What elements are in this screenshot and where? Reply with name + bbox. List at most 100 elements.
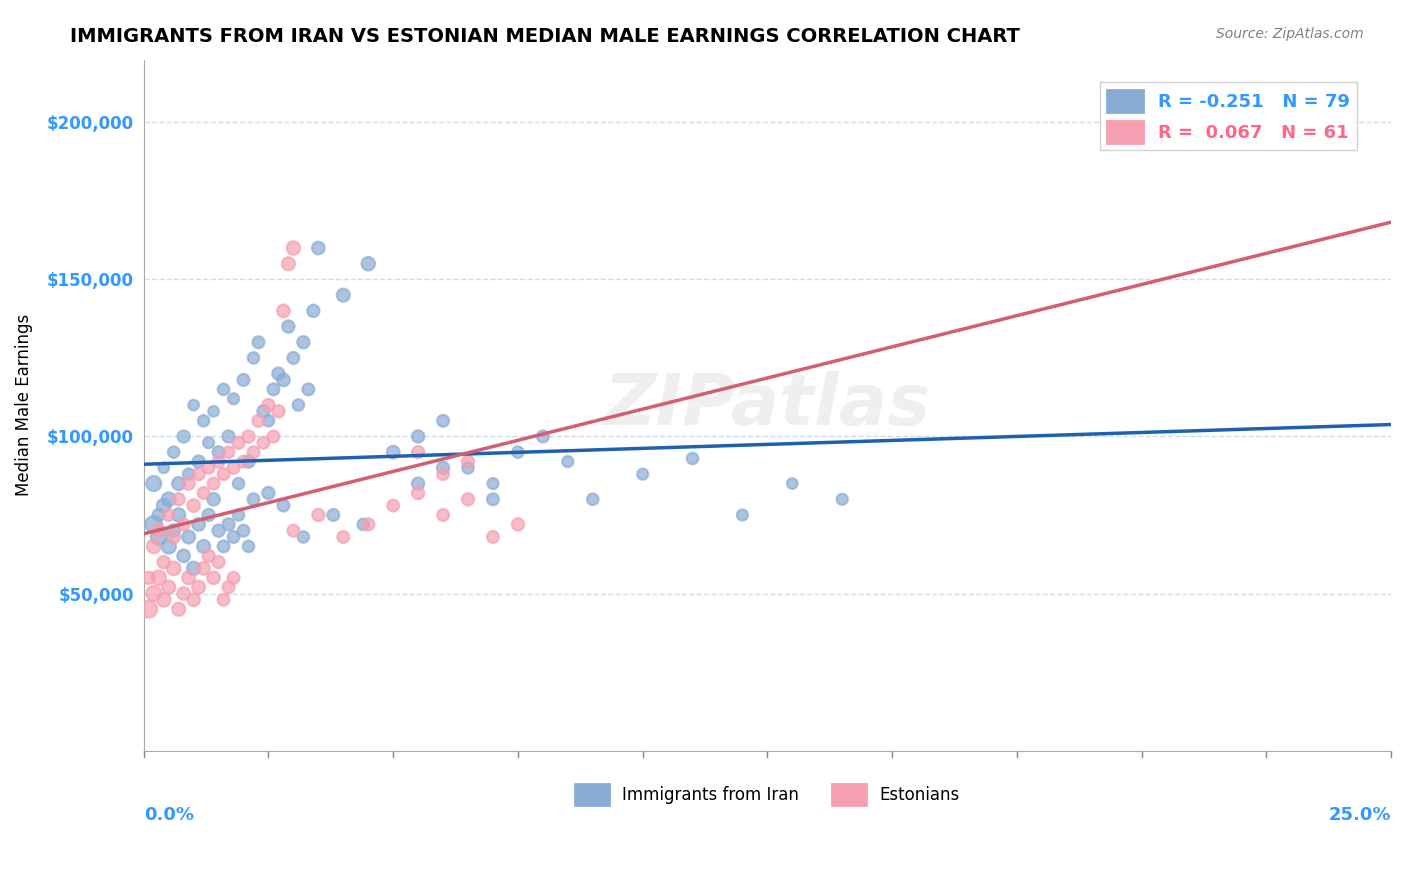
Point [682, 451, 704, 466]
Point [457, 454, 479, 468]
Point [238, 454, 260, 468]
Text: Source: ZipAtlas.com: Source: ZipAtlas.com [1216, 27, 1364, 41]
Point [273, 499, 295, 513]
Point [138, 571, 160, 585]
Point [177, 571, 200, 585]
Point [152, 555, 174, 569]
Point [202, 571, 225, 585]
Point [202, 476, 225, 491]
Point [273, 373, 295, 387]
Point [177, 467, 200, 482]
Point [242, 351, 264, 365]
Point [183, 398, 205, 412]
Point [247, 335, 270, 350]
Point [292, 335, 315, 350]
Point [292, 530, 315, 544]
Point [193, 540, 215, 554]
Point [148, 530, 170, 544]
Point [187, 580, 209, 594]
Point [262, 429, 284, 443]
Point [218, 580, 240, 594]
Point [228, 435, 250, 450]
Point [167, 492, 190, 507]
Point [482, 530, 505, 544]
Point [148, 508, 170, 522]
Point [406, 476, 429, 491]
Point [212, 383, 235, 397]
Point [357, 257, 380, 271]
Point [207, 555, 229, 569]
Point [177, 530, 200, 544]
Point [238, 429, 260, 443]
Point [177, 476, 200, 491]
Point [218, 517, 240, 532]
Point [218, 429, 240, 443]
Point [238, 540, 260, 554]
Point [307, 241, 329, 255]
Point [157, 492, 180, 507]
Point [432, 508, 454, 522]
Point [152, 461, 174, 475]
Point [142, 586, 165, 600]
Point [173, 549, 195, 563]
Point [247, 414, 270, 428]
Point [183, 592, 205, 607]
Point [163, 561, 186, 575]
Point [582, 492, 605, 507]
Point [782, 476, 804, 491]
Point [232, 524, 254, 538]
Point [212, 467, 235, 482]
Legend: Immigrants from Iran, Estonians: Immigrants from Iran, Estonians [569, 778, 966, 812]
Point [232, 373, 254, 387]
Point [148, 524, 170, 538]
Point [332, 288, 354, 302]
Point [257, 398, 280, 412]
Point [163, 524, 186, 538]
Point [277, 257, 299, 271]
Point [273, 303, 295, 318]
Point [187, 454, 209, 468]
Text: ZIPatlas: ZIPatlas [603, 370, 931, 440]
Point [163, 445, 186, 459]
Point [457, 461, 479, 475]
Point [506, 445, 529, 459]
Point [157, 540, 180, 554]
Point [267, 404, 290, 418]
Point [242, 445, 264, 459]
Point [307, 508, 329, 522]
Text: 0.0%: 0.0% [143, 805, 194, 824]
Point [142, 540, 165, 554]
Point [152, 592, 174, 607]
Point [257, 486, 280, 500]
Point [406, 486, 429, 500]
Point [406, 445, 429, 459]
Point [173, 429, 195, 443]
Point [197, 435, 219, 450]
Point [167, 602, 190, 616]
Point [207, 524, 229, 538]
Point [163, 530, 186, 544]
Point [197, 549, 219, 563]
Point [207, 454, 229, 468]
Point [222, 392, 245, 406]
Point [257, 414, 280, 428]
Point [287, 398, 309, 412]
Point [332, 530, 354, 544]
Point [212, 540, 235, 554]
Point [457, 492, 479, 507]
Point [283, 351, 305, 365]
Point [183, 499, 205, 513]
Point [152, 499, 174, 513]
Point [352, 517, 374, 532]
Point [482, 476, 505, 491]
Point [267, 367, 290, 381]
Point [482, 492, 505, 507]
Point [432, 414, 454, 428]
Point [382, 499, 405, 513]
Point [228, 476, 250, 491]
Point [277, 319, 299, 334]
Point [242, 492, 264, 507]
Point [557, 454, 579, 468]
Point [731, 508, 754, 522]
Point [138, 602, 160, 616]
